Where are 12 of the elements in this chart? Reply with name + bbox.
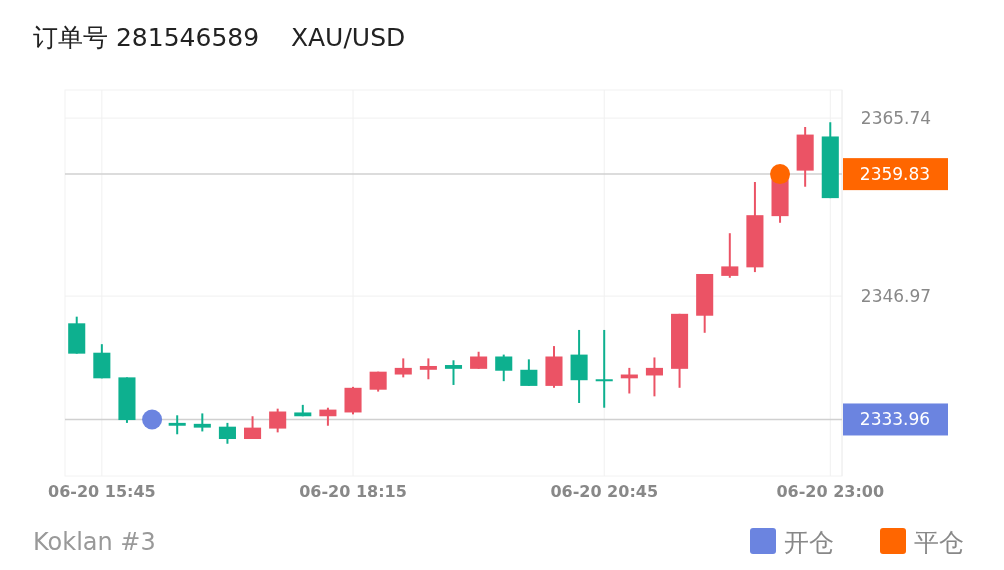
ref-line-label: 2359.83 (859, 164, 931, 185)
y-tick-label: 2365.74 (860, 108, 932, 129)
legend-label: 平仓 (914, 528, 964, 557)
chart-title: 订单号 281546589 XAU/USD (33, 23, 406, 52)
text: Koklan #3 (33, 528, 156, 556)
legend-label: 开仓 (784, 528, 834, 557)
x-tick-label: 06-20 18:15 (299, 482, 407, 501)
ref-line-label: 2333.96 (859, 409, 931, 430)
x-tick-label: 06-20 23:00 (776, 482, 885, 501)
x-tick-label: 06-20 15:45 (48, 482, 156, 501)
y-tick-label: 2346.97 (860, 286, 932, 307)
x-tick-label: 06-20 20:45 (550, 482, 659, 501)
